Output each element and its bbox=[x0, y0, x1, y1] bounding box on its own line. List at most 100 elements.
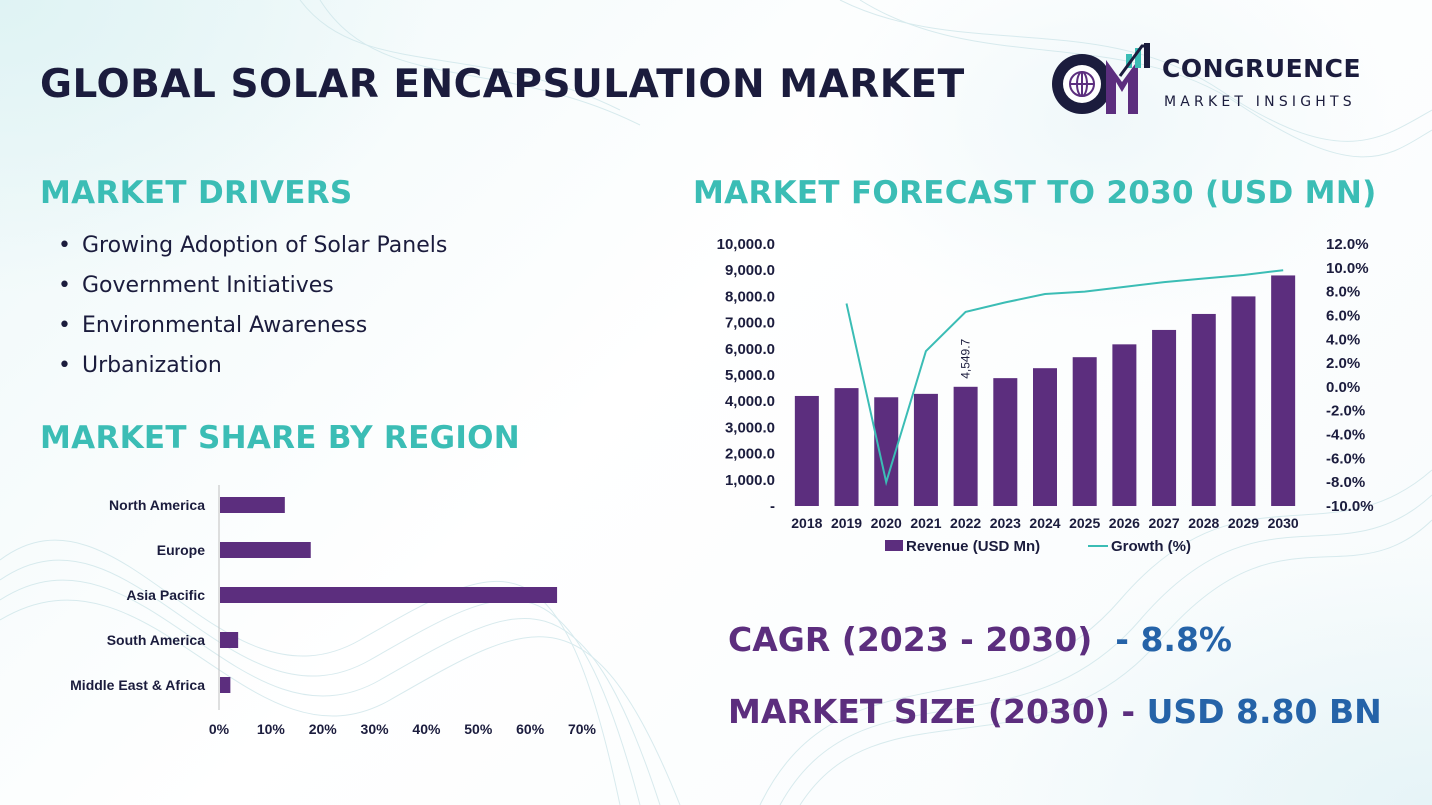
x-tick-label: 2021 bbox=[910, 515, 941, 531]
market-size-stat: MARKET SIZE (2030) - USD 8.80 BN bbox=[728, 692, 1382, 731]
region-share-chart: North America Europe Asia Pacific South Ame… bbox=[70, 485, 597, 737]
revenue-bar bbox=[993, 378, 1018, 506]
region-label: Asia Pacific bbox=[126, 587, 205, 603]
x-tick-label: 50% bbox=[464, 721, 493, 737]
x-tick-label: 0% bbox=[209, 721, 230, 737]
logo-icon bbox=[1052, 43, 1150, 114]
cagr-value: 8.8% bbox=[1140, 620, 1232, 659]
right-tick-label: 12.0% bbox=[1326, 236, 1369, 253]
right-tick-label: -2.0% bbox=[1326, 403, 1365, 420]
revenue-bar bbox=[834, 388, 859, 506]
data-label: 4,549.7 bbox=[959, 338, 973, 378]
logo-tagline: MARKET INSIGHTS bbox=[1164, 94, 1356, 110]
x-tick-label: 40% bbox=[412, 721, 441, 737]
driver-text: Environmental Awareness bbox=[82, 313, 368, 338]
revenue-bar bbox=[1112, 344, 1137, 506]
left-tick-label: 7,000.0 bbox=[725, 315, 775, 332]
right-tick-label: 8.0% bbox=[1326, 284, 1360, 301]
region-bar bbox=[220, 497, 285, 513]
legend-label: Revenue (USD Mn) bbox=[906, 538, 1040, 555]
bullet-icon: • bbox=[58, 353, 71, 378]
x-tick-label: 2023 bbox=[990, 515, 1021, 531]
right-tick-label: 0.0% bbox=[1326, 379, 1360, 396]
left-tick-label: 4,000.0 bbox=[725, 393, 775, 410]
market-size-label: MARKET SIZE (2030) - bbox=[728, 692, 1147, 731]
region-label: Middle East & Africa bbox=[70, 677, 205, 693]
drivers-title: MARKET DRIVERS bbox=[40, 175, 353, 211]
left-tick-label: 3,000.0 bbox=[725, 419, 775, 436]
revenue-bar bbox=[1231, 296, 1256, 506]
x-tick-label: 2030 bbox=[1268, 515, 1299, 531]
x-tick-label: 2025 bbox=[1069, 515, 1100, 531]
x-tick-label: 20% bbox=[309, 721, 338, 737]
forecast-title: MARKET FORECAST TO 2030 (USD MN) bbox=[693, 175, 1377, 211]
list-item: • Urbanization bbox=[58, 350, 447, 390]
legend-label: Growth (%) bbox=[1111, 538, 1191, 555]
logo-name: CONGRUENCE bbox=[1162, 54, 1362, 83]
list-item: • Government Initiatives bbox=[58, 270, 447, 310]
left-tick-label: 10,000.0 bbox=[717, 236, 775, 253]
right-tick-label: 6.0% bbox=[1326, 307, 1360, 324]
driver-text: Government Initiatives bbox=[82, 273, 334, 298]
right-tick-label: -10.0% bbox=[1326, 498, 1374, 515]
x-tick-label: 2020 bbox=[871, 515, 902, 531]
region-title: MARKET SHARE BY REGION bbox=[40, 420, 521, 456]
revenue-bar bbox=[913, 393, 938, 506]
left-tick-label: 1,000.0 bbox=[725, 472, 775, 489]
revenue-bar bbox=[1152, 329, 1177, 506]
revenue-bar bbox=[1033, 368, 1057, 506]
left-tick-label: 5,000.0 bbox=[725, 367, 775, 384]
list-item: • Growing Adoption of Solar Panels bbox=[58, 230, 447, 270]
cagr-stat: CAGR (2023 - 2030) - 8.8% bbox=[728, 620, 1232, 659]
revenue-bar bbox=[1191, 313, 1216, 506]
left-tick-label: 8,000.0 bbox=[725, 288, 775, 305]
revenue-bar bbox=[953, 386, 978, 506]
growth-line bbox=[845, 269, 1284, 487]
x-tick-label: 10% bbox=[257, 721, 286, 737]
x-tick-label: 2018 bbox=[791, 515, 822, 531]
right-tick-label: -6.0% bbox=[1326, 450, 1365, 467]
x-tick-label: 2024 bbox=[1029, 515, 1060, 531]
region-label: Europe bbox=[157, 542, 205, 558]
right-tick-label: 10.0% bbox=[1326, 260, 1369, 277]
revenue-bar bbox=[794, 395, 819, 506]
x-tick-label: 2027 bbox=[1148, 515, 1179, 531]
revenue-bar bbox=[1271, 275, 1296, 506]
region-bar bbox=[220, 632, 239, 648]
region-bar bbox=[220, 587, 558, 603]
x-tick-label: 70% bbox=[568, 721, 597, 737]
company-logo: CONGRUENCE MARKET INSIGHTS bbox=[1044, 42, 1394, 120]
region-bar bbox=[220, 542, 311, 558]
left-tick-label: 9,000.0 bbox=[725, 262, 775, 279]
right-tick-label: 4.0% bbox=[1326, 331, 1360, 348]
region-label: North America bbox=[109, 497, 205, 513]
list-item: • Environmental Awareness bbox=[58, 310, 447, 350]
revenue-bar bbox=[874, 397, 899, 506]
left-tick-label: 6,000.0 bbox=[725, 341, 775, 358]
market-size-value: USD 8.80 BN bbox=[1146, 692, 1382, 731]
driver-text: Urbanization bbox=[82, 353, 222, 378]
x-tick-label: 2019 bbox=[831, 515, 862, 531]
bullet-icon: • bbox=[58, 233, 71, 258]
x-tick-label: 2029 bbox=[1228, 515, 1259, 531]
drivers-list: • Growing Adoption of Solar Panels • Gover… bbox=[58, 230, 447, 390]
x-tick-label: 60% bbox=[516, 721, 545, 737]
page-title: GLOBAL SOLAR ENCAPSULATION MARKET bbox=[40, 62, 965, 107]
x-tick-label: 30% bbox=[361, 721, 390, 737]
region-label: South America bbox=[107, 632, 205, 648]
x-tick-label: 2022 bbox=[950, 515, 981, 531]
revenue-bar bbox=[1072, 357, 1097, 506]
forecast-chart: 10,000.0 9,000.0 8,000.0 7,000.0 6,000.0 5,00… bbox=[717, 236, 1374, 555]
x-tick-label: 2028 bbox=[1188, 515, 1219, 531]
left-tick-label: - bbox=[770, 498, 775, 515]
driver-text: Growing Adoption of Solar Panels bbox=[82, 233, 448, 258]
cagr-separator: - bbox=[1092, 620, 1141, 659]
left-tick-label: 2,000.0 bbox=[725, 446, 775, 463]
bullet-icon: • bbox=[58, 273, 71, 298]
right-tick-label: -8.0% bbox=[1326, 474, 1365, 491]
cagr-label: CAGR (2023 - 2030) bbox=[728, 620, 1093, 659]
bullet-icon: • bbox=[58, 313, 71, 338]
right-tick-label: 2.0% bbox=[1326, 355, 1360, 372]
right-tick-label: -4.0% bbox=[1326, 427, 1365, 444]
